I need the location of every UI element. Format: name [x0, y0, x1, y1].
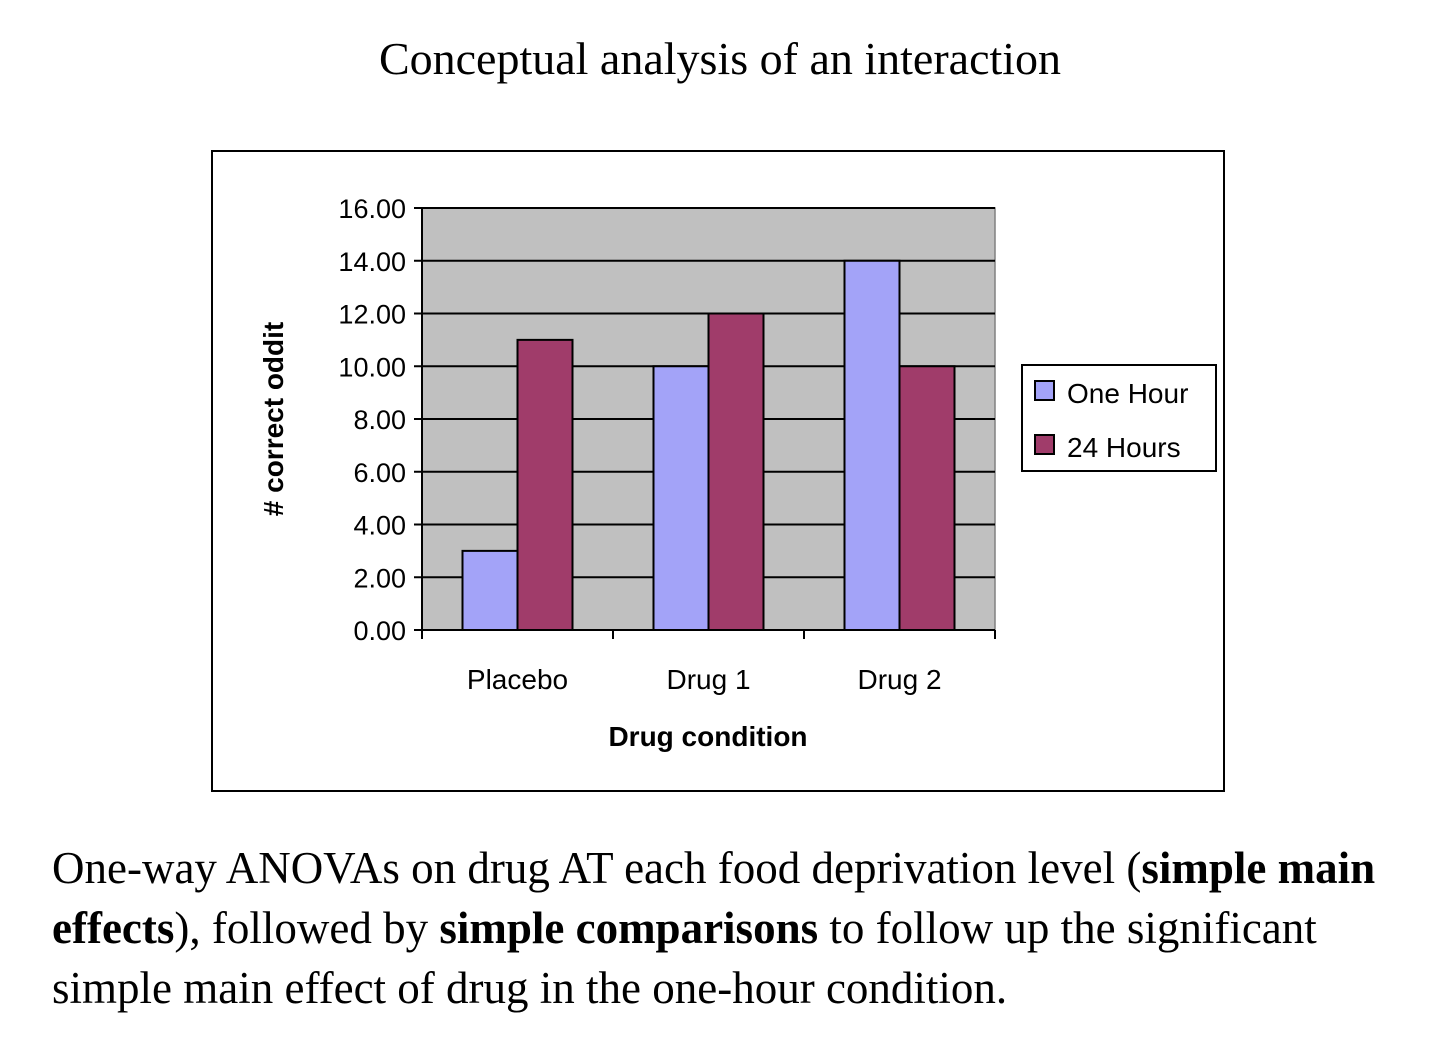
x-tick-label: Drug 2 [857, 664, 941, 695]
x-tick-label: Placebo [467, 664, 568, 695]
bar-24-hours-placebo [516, 338, 574, 631]
y-tick-label: 12.00 [338, 300, 406, 330]
y-tick-label: 2.00 [353, 563, 406, 593]
y-tick-label: 10.00 [338, 352, 406, 382]
legend-label-24-hours: 24 Hours [1067, 432, 1181, 463]
bars [461, 259, 956, 631]
y-tick-label: 14.00 [338, 247, 406, 277]
y-tick-label: 4.00 [353, 511, 406, 541]
x-tick-labels: Placebo Drug 1 Drug 2 [467, 664, 942, 695]
y-tick-label: 16.00 [338, 194, 406, 224]
legend-swatch-24-hours [1034, 434, 1055, 455]
chart-frame: 0.00 2.00 4.00 6.00 8.00 10.00 12.00 14.00 16.00… [211, 150, 1225, 792]
y-tick-label: 0.00 [353, 616, 406, 646]
legend: One Hour 24 Hours [1021, 364, 1217, 472]
y-tick-label: 8.00 [353, 405, 406, 435]
x-tick-label: Drug 1 [666, 664, 750, 695]
body-text-bold-run: simple comparisons [439, 903, 819, 953]
bar-24-hours-drug-1 [707, 312, 765, 631]
body-text-bold-run: simple main effects [52, 843, 1376, 953]
bar-one-hour-placebo [461, 549, 519, 631]
body-text: One-way ANOVAs on drug AT each food depr… [52, 838, 1422, 1018]
body-text-run: One-way ANOVAs on drug AT each food depr… [52, 843, 1142, 893]
bar-one-hour-drug-1 [652, 365, 710, 631]
legend-swatch-one-hour [1034, 380, 1055, 401]
slide-title: Conceptual analysis of an interaction [378, 33, 1062, 84]
y-axis-label: # correct oddit [258, 322, 289, 516]
body-text-run: to follow up the significant simple main… [52, 903, 1317, 1013]
bar-one-hour-drug-2 [843, 259, 901, 631]
legend-label-one-hour: One Hour [1067, 378, 1188, 409]
y-tick-labels: 0.00 2.00 4.00 6.00 8.00 10.00 12.00 14.00 16.00 [338, 194, 406, 646]
axes [414, 207, 996, 639]
x-axis-label: Drug condition [608, 721, 807, 752]
body-text-run: ), followed by [174, 903, 440, 953]
bar-chart: 0.00 2.00 4.00 6.00 8.00 10.00 12.00 14.00 16.00… [258, 194, 1217, 752]
y-tick-label: 6.00 [353, 458, 406, 488]
bar-24-hours-drug-2 [898, 365, 956, 631]
